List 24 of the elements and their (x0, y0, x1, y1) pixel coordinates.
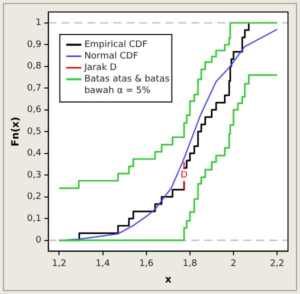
x-axis-title: x (164, 274, 172, 286)
y-tick-label: 0,4 (26, 148, 42, 159)
x-tick-label: 1,8 (182, 258, 198, 269)
x-tick-label: 1,6 (139, 258, 154, 269)
x-tick-label: 1,4 (96, 258, 110, 269)
y-tick-label: 0,1 (26, 214, 42, 224)
y-tick-label: 0,8 (26, 62, 42, 72)
y-tick-label: 0 (36, 236, 42, 246)
y-tick-label: 0,7 (26, 83, 42, 94)
y-tick-label: 0,9 (26, 40, 42, 50)
legend-label: Batas atas & batas bawah α = 5% (84, 74, 170, 96)
legend-label: Normal CDF (84, 52, 138, 62)
y-tick-label: 0,3 (26, 170, 42, 180)
x-tick-label: 1,2 (52, 258, 66, 269)
y-tick-label: 0,2 (26, 192, 42, 202)
x-tick-label: 2,2 (270, 258, 284, 269)
y-tick-label: 0,5 (26, 126, 42, 137)
y-tick-label: 1 (36, 18, 42, 28)
annotation: D (180, 170, 188, 180)
x-tick-label: 2 (230, 258, 236, 269)
legend-label: Empirical CDF (84, 40, 148, 50)
legend-label: Jarak D (83, 63, 117, 74)
y-tick-label: 0,6 (26, 105, 42, 116)
y-axis-title: Fn(x) (10, 116, 22, 146)
